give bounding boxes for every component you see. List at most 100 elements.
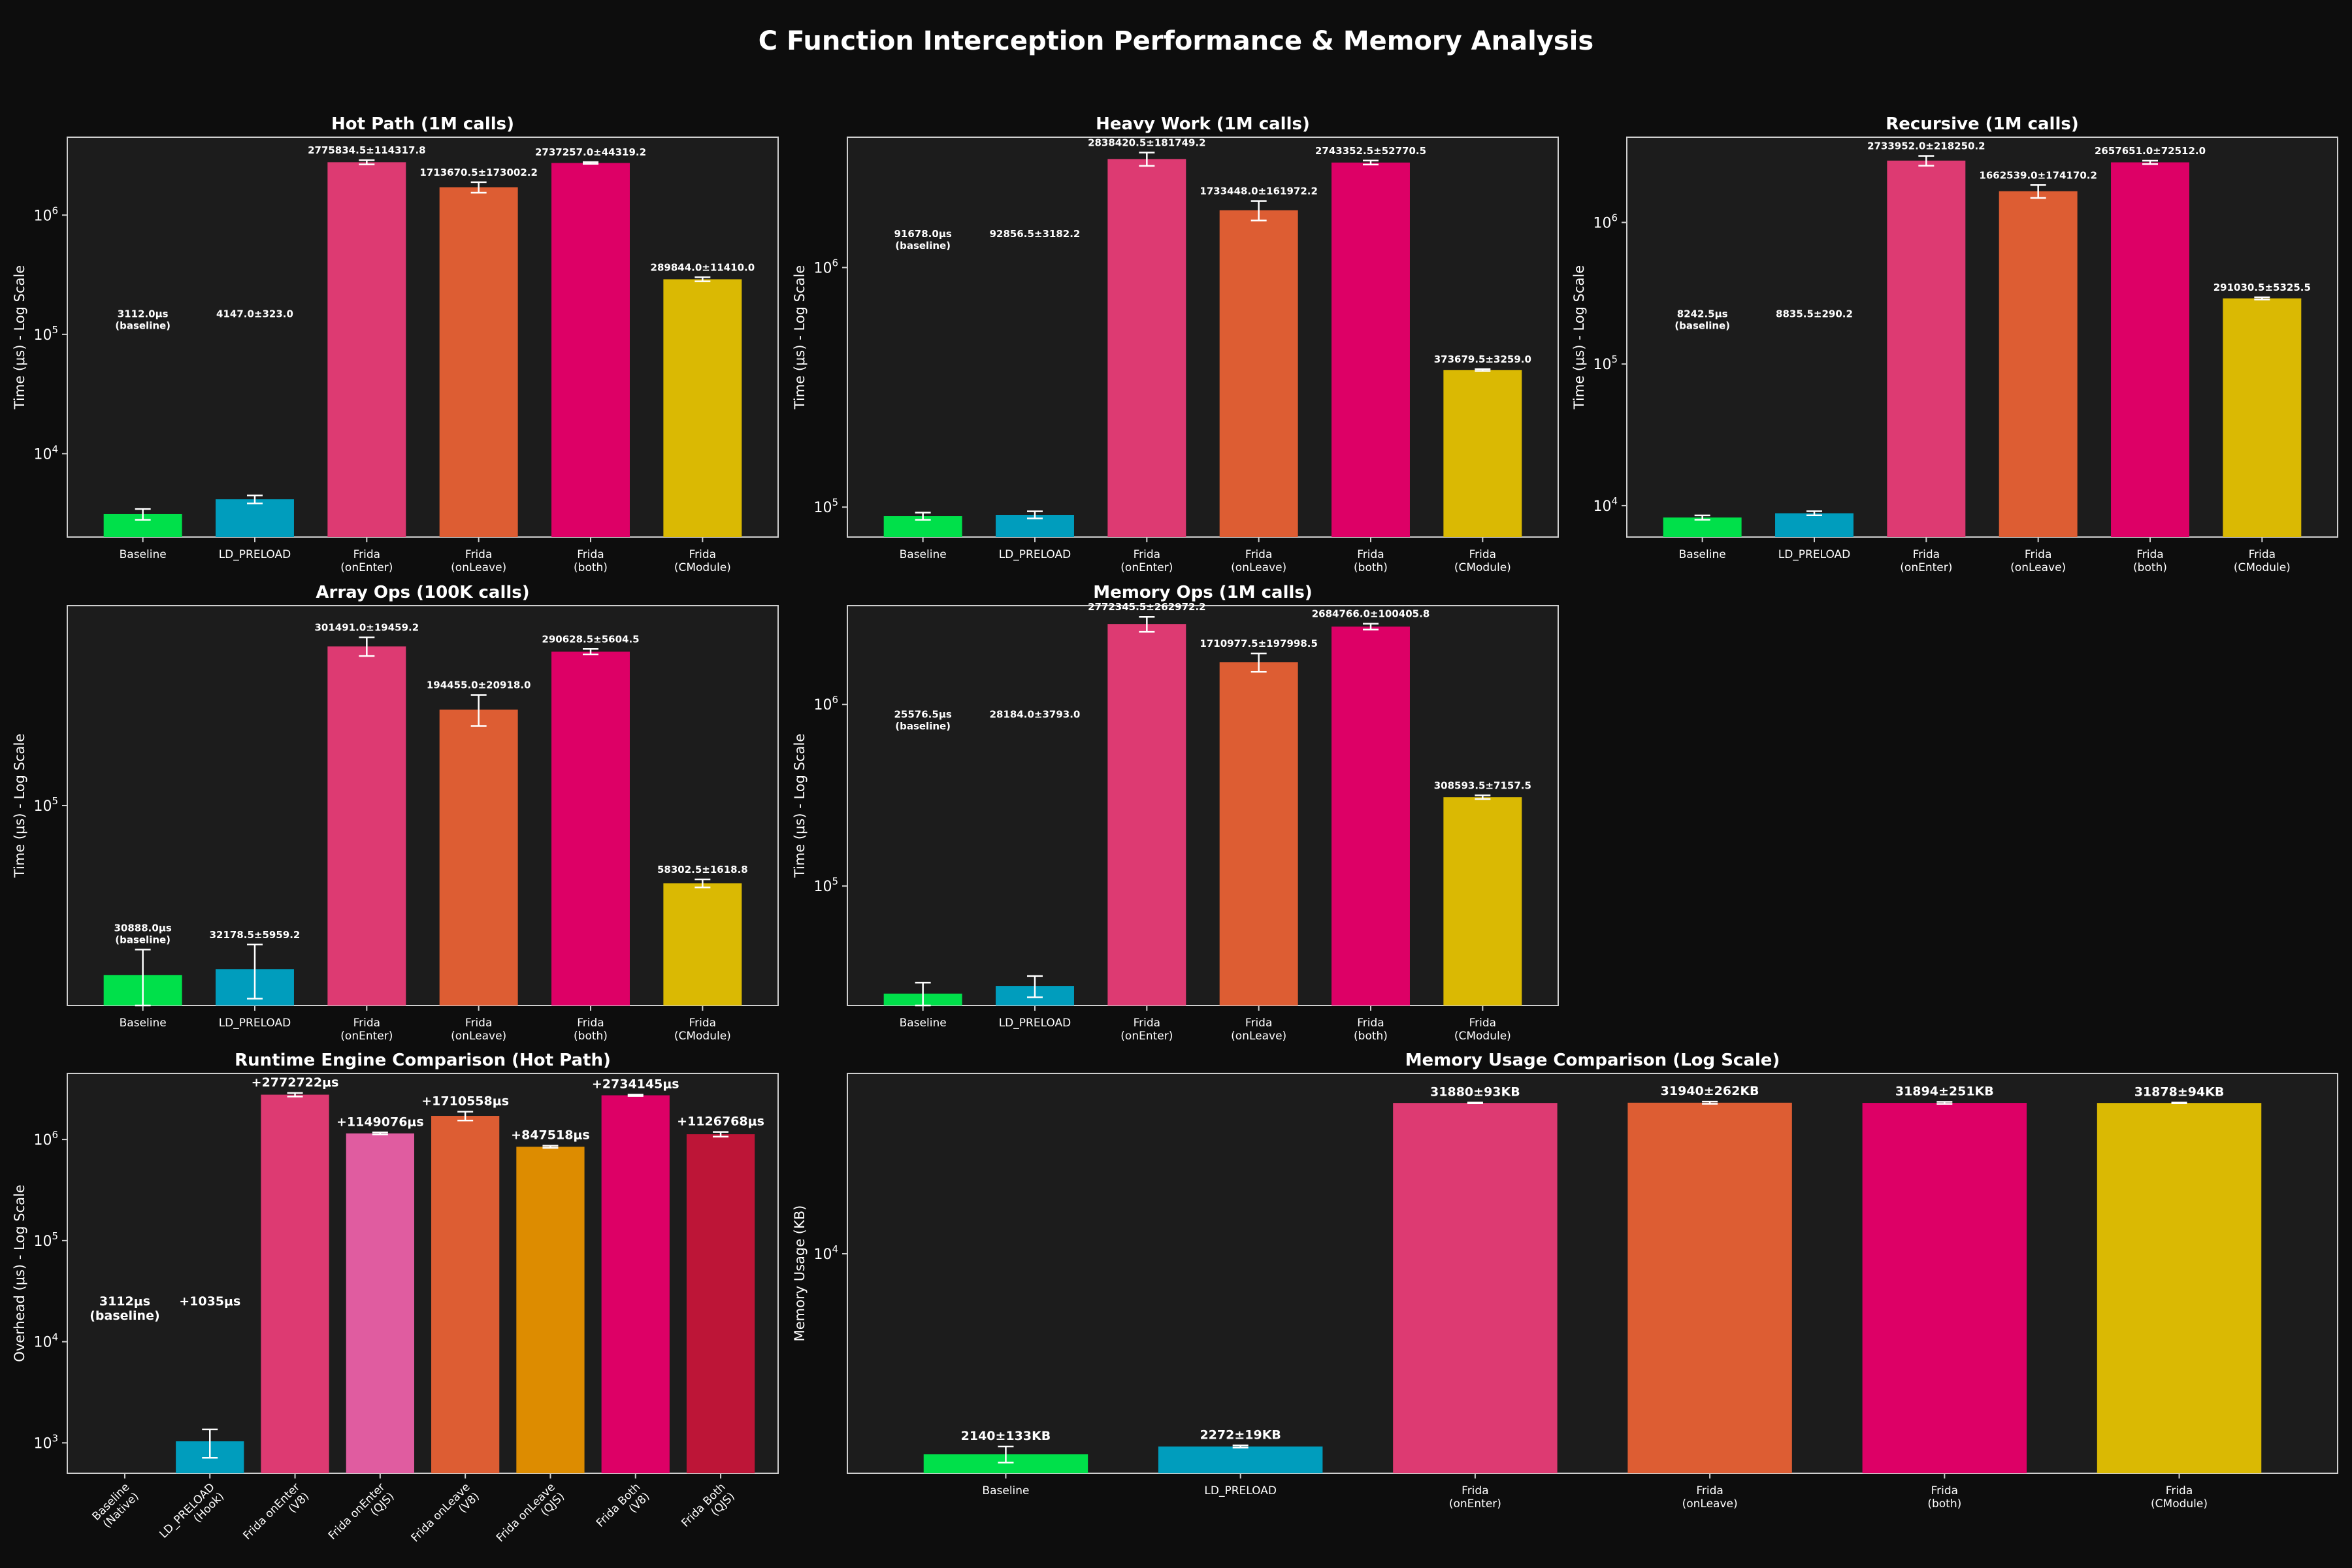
data-label: 2272±19KB [1200, 1428, 1281, 1442]
data-label: 3112μs (baseline) [90, 1294, 159, 1323]
plot-area [67, 605, 779, 1006]
bar [261, 1094, 329, 1473]
data-label: 2775834.5±114317.8 [308, 144, 426, 156]
data-label: 2733952.0±218250.2 [1867, 140, 1985, 152]
bar [1443, 370, 1522, 537]
data-label: 31894±251KB [1895, 1085, 1994, 1099]
bar [1158, 1446, 1323, 1473]
y-tick-label: 104 [33, 1331, 58, 1351]
bar [1331, 162, 1410, 538]
x-tick-label: LD_PRELOAD [999, 1017, 1071, 1030]
y-tick-label: 105 [33, 324, 58, 344]
plot-area [847, 605, 1559, 1006]
chart-panel: Hot Path (1M calls) Time (μs) - Log Scale… [12, 114, 779, 574]
chart-title: Recursive (1M calls) [1886, 114, 2078, 134]
x-tick-label: Frida (both) [1354, 1017, 1388, 1043]
x-tick-label: Baseline [982, 1484, 1029, 1497]
chart-title: Hot Path (1M calls) [331, 114, 514, 134]
y-axis-label: Overhead (μs) - Log Scale [12, 1184, 27, 1362]
data-label: 32178.5±5959.2 [210, 929, 301, 941]
data-label: 1733448.0±161972.2 [1200, 186, 1318, 197]
data-label: 373679.5±3259.0 [1434, 353, 1531, 365]
plot-area [67, 1073, 779, 1474]
x-tick-label: Baseline [120, 1017, 167, 1030]
bar [1393, 1103, 1558, 1473]
bar [1107, 624, 1186, 1005]
data-label: 1713670.5±173002.2 [419, 167, 538, 178]
x-tick-label: LD_PRELOAD [1778, 548, 1851, 561]
data-label: 2737257.0±44319.2 [535, 146, 646, 158]
x-tick-label: Frida (onEnter) [340, 548, 393, 574]
y-tick-label: 105 [1593, 353, 1618, 373]
y-axis-label: Time (μs) - Log Scale [12, 265, 27, 410]
bar [2097, 1103, 2262, 1473]
x-tick-label: Baseline [120, 548, 167, 561]
data-label: 2838420.5±181749.2 [1088, 137, 1206, 148]
y-tick-label: 104 [813, 1243, 838, 1263]
chart-panel: Array Ops (100K calls) Time (μs) - Log Sc… [12, 583, 779, 1043]
x-tick-label: Frida (both) [1354, 548, 1388, 574]
x-tick-label: Frida (both) [574, 548, 608, 574]
bar [2223, 298, 2302, 537]
data-label: +1149076μs [336, 1115, 424, 1129]
chart-panel: Memory Ops (1M calls) Time (μs) - Log Sca… [792, 583, 1559, 1043]
plot-area [67, 137, 779, 538]
bar [601, 1095, 670, 1473]
bar [663, 883, 742, 1005]
data-label: 8835.5±290.2 [1776, 308, 1853, 319]
bar [439, 187, 518, 537]
y-axis-label: Memory Usage (KB) [792, 1205, 808, 1342]
x-tick-label: Frida (onLeave) [1231, 1017, 1286, 1043]
bar [1219, 210, 1298, 537]
bar [1862, 1103, 2027, 1473]
data-label: 4147.0±323.0 [216, 308, 293, 319]
data-label: 1710977.5±197998.5 [1200, 638, 1318, 649]
y-tick-label: 105 [33, 1230, 58, 1250]
x-tick-label: Frida (CModule) [1454, 548, 1511, 574]
data-label: 301491.0±19459.2 [315, 622, 419, 634]
data-label: 8242.5μs (baseline) [1674, 308, 1730, 331]
x-tick-label: LD_PRELOAD [219, 548, 291, 561]
data-label: 91678.0μs (baseline) [894, 228, 952, 252]
data-label: 3112.0μs (baseline) [115, 308, 171, 331]
plot-area [847, 1073, 2338, 1474]
data-label: 92856.5±3182.2 [990, 228, 1081, 240]
y-axis-label: Time (μs) - Log Scale [1571, 265, 1587, 410]
bar [663, 279, 742, 537]
data-label: 2657651.0±72512.0 [2095, 145, 2206, 157]
bar [439, 710, 518, 1005]
chart-title: Memory Usage Comparison (Log Scale) [1405, 1051, 1780, 1070]
data-label: 1662539.0±174170.2 [1979, 169, 2097, 181]
data-label: 289844.0±11410.0 [651, 261, 755, 273]
x-tick-label: Frida (onLeave) [1682, 1484, 1738, 1511]
data-label: 308593.5±7157.5 [1434, 779, 1531, 791]
chart-title: Runtime Engine Comparison (Hot Path) [235, 1051, 611, 1070]
data-label: +1710558μs [421, 1094, 509, 1109]
x-tick-label: Frida (both) [574, 1017, 608, 1043]
bar [686, 1134, 755, 1473]
y-tick-label: 104 [33, 443, 58, 463]
data-label: +2734145μs [592, 1077, 679, 1091]
x-tick-label: Frida (onLeave) [1231, 548, 1286, 574]
x-tick-label: Frida (CModule) [674, 548, 731, 574]
x-tick-label: Baseline [900, 1017, 947, 1030]
bar [2111, 162, 2189, 538]
bar [1331, 627, 1410, 1005]
data-label: 290628.5±5604.5 [542, 633, 639, 645]
y-tick-label: 106 [33, 1129, 58, 1149]
x-tick-label: Frida (CModule) [674, 1017, 731, 1043]
x-tick-label: LD_PRELOAD [1204, 1484, 1277, 1497]
x-tick-label: Frida (onLeave) [451, 548, 506, 574]
bar [1107, 159, 1186, 537]
chart-title: Memory Ops (1M calls) [1093, 583, 1313, 602]
bar [551, 651, 630, 1005]
bar [1887, 160, 1966, 537]
x-tick-label: LD_PRELOAD [219, 1017, 291, 1030]
plot-area [847, 137, 1559, 538]
x-tick-label: Frida (onEnter) [1120, 548, 1173, 574]
data-label: 2684766.0±100405.8 [1312, 608, 1430, 620]
bar [1663, 517, 1742, 537]
data-label: 2772345.5±262972.2 [1088, 601, 1206, 613]
data-label: 31880±93KB [1430, 1085, 1520, 1100]
